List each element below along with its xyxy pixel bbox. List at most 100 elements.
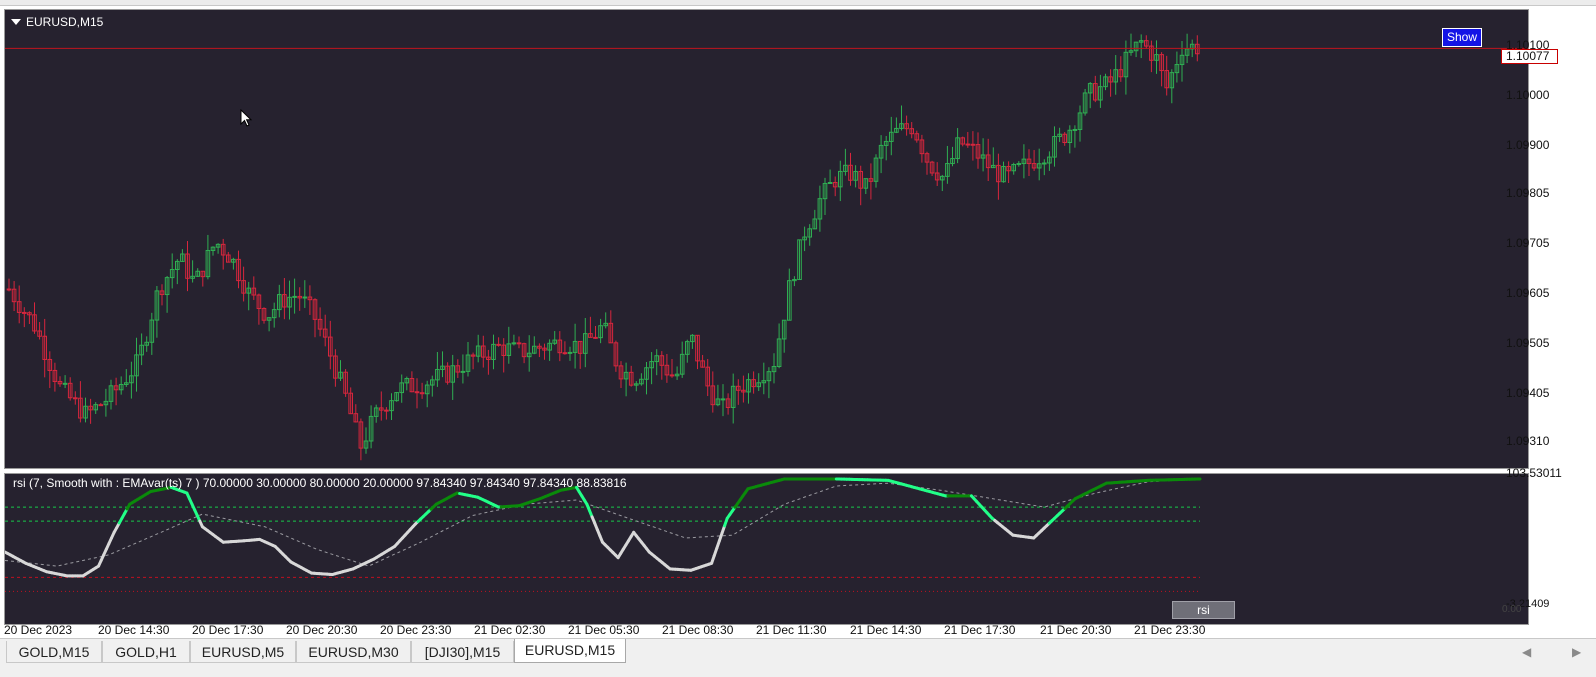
candle-body [440, 365, 445, 370]
tab-eurusd-m30[interactable]: EURUSD,M30 [296, 641, 411, 663]
candle-body [838, 170, 843, 188]
candle-body [730, 385, 736, 408]
candle-body [491, 343, 496, 360]
candle-body [1036, 163, 1042, 169]
candle-body [200, 270, 206, 278]
candle-body [873, 157, 879, 182]
candle-body [215, 243, 221, 248]
candle-body [506, 343, 512, 356]
candle-body [858, 170, 864, 189]
tab-gold-m15[interactable]: GOLD,M15 [6, 641, 102, 663]
candle-body [766, 371, 772, 382]
candle-body [771, 365, 777, 373]
candle-body [1067, 129, 1073, 144]
candle-body [1149, 45, 1154, 61]
candle-body [511, 342, 517, 345]
candle-body [644, 367, 649, 380]
candle-body [241, 280, 246, 294]
candle-body [1077, 112, 1083, 130]
candle-body [129, 375, 134, 384]
candle-body [557, 339, 563, 354]
candle-body [787, 280, 792, 321]
candle-body [705, 366, 711, 387]
rsi-chart-svg[interactable] [5, 474, 1528, 624]
rsi-indicator-pane[interactable]: rsi (7, Smooth with : EMAvar(ts) 7 ) 70.… [4, 473, 1529, 625]
time-axis-label: 21 Dec 05:30 [568, 623, 640, 637]
candle-body [83, 405, 88, 419]
candle-body [322, 328, 328, 338]
candle-body [832, 181, 838, 188]
candle-body [175, 260, 180, 270]
candle-body [1042, 162, 1047, 165]
candle-body [251, 287, 257, 296]
indicator-axis-max-label: 103.53011 [1506, 466, 1562, 480]
candle-body [297, 295, 302, 299]
candle-body [450, 365, 455, 383]
candle-body [307, 296, 313, 301]
candle-body [532, 345, 537, 354]
candle-body [521, 343, 527, 358]
tab-gold-h1[interactable]: GOLD,H1 [102, 641, 190, 663]
candle-body [863, 178, 869, 189]
candle-body [108, 385, 114, 402]
candle-body [934, 172, 940, 181]
candle-body [1047, 156, 1052, 164]
candle-body [669, 374, 675, 377]
candle-body [282, 294, 287, 308]
candle-body [1169, 72, 1175, 89]
candle-body [1174, 64, 1180, 74]
candle-body [246, 287, 251, 294]
candle-body [266, 317, 272, 321]
candle-body [583, 333, 588, 354]
candle-body [169, 268, 175, 279]
candle-body [414, 391, 420, 394]
candle-body [628, 371, 634, 386]
price-axis-label: 1.09505 [1506, 336, 1550, 350]
candle-body [909, 128, 915, 135]
tab-dji30-m15[interactable]: [DJI30],M15 [411, 641, 514, 663]
candle-body [980, 154, 986, 159]
candle-body [710, 385, 716, 406]
candle-body [271, 309, 277, 319]
time-axis-label: 21 Dec 17:30 [944, 623, 1016, 637]
scroll-right-icon[interactable]: ▶ [1572, 645, 1582, 659]
candle-body [822, 182, 828, 200]
dropdown-triangle-icon[interactable] [11, 19, 21, 25]
candle-body [1016, 163, 1022, 166]
candle-body [16, 301, 22, 313]
tab-eurusd-m5[interactable]: EURUSD,M5 [190, 641, 296, 663]
price-chart-pane[interactable]: EURUSD,M15 Show [4, 9, 1529, 469]
rsi-button[interactable]: rsi [1172, 601, 1235, 619]
time-axis-label: 20 Dec 14:30 [98, 623, 170, 637]
candle-body [526, 352, 532, 358]
tab-eurusd-m15[interactable]: EURUSD,M15 [514, 639, 626, 663]
time-axis-label: 21 Dec 08:30 [662, 623, 734, 637]
show-button[interactable]: Show [1442, 28, 1482, 47]
candle-body [843, 164, 848, 172]
scroll-left-icon[interactable]: ◀ [1522, 645, 1532, 659]
candle-body [542, 347, 547, 351]
price-axis-label: 1.10100 [1506, 38, 1550, 52]
price-chart-svg[interactable] [5, 10, 1528, 468]
candle-body [674, 373, 680, 377]
chart-window[interactable]: EURUSD,M15 Show rsi (7, Smooth with : EM… [0, 6, 1596, 646]
candle-body [955, 137, 960, 160]
candle-body [317, 318, 323, 330]
candle-body [899, 123, 904, 129]
price-axis-label: 1.09705 [1506, 236, 1550, 250]
candle-body [430, 379, 435, 386]
candle-body [1113, 69, 1119, 83]
candle-body [103, 400, 109, 406]
candle-body [751, 379, 756, 388]
candle-body [57, 380, 63, 385]
candle-body [328, 336, 333, 357]
candle-body [618, 365, 624, 380]
candle-body [736, 385, 741, 391]
candle-body [904, 123, 909, 130]
candle-body [552, 339, 558, 344]
candle-body [593, 336, 598, 339]
candle-body [1011, 163, 1017, 172]
symbol-title[interactable]: EURUSD,M15 [11, 15, 103, 29]
candle-body [1093, 83, 1098, 101]
candle-body [475, 345, 481, 357]
